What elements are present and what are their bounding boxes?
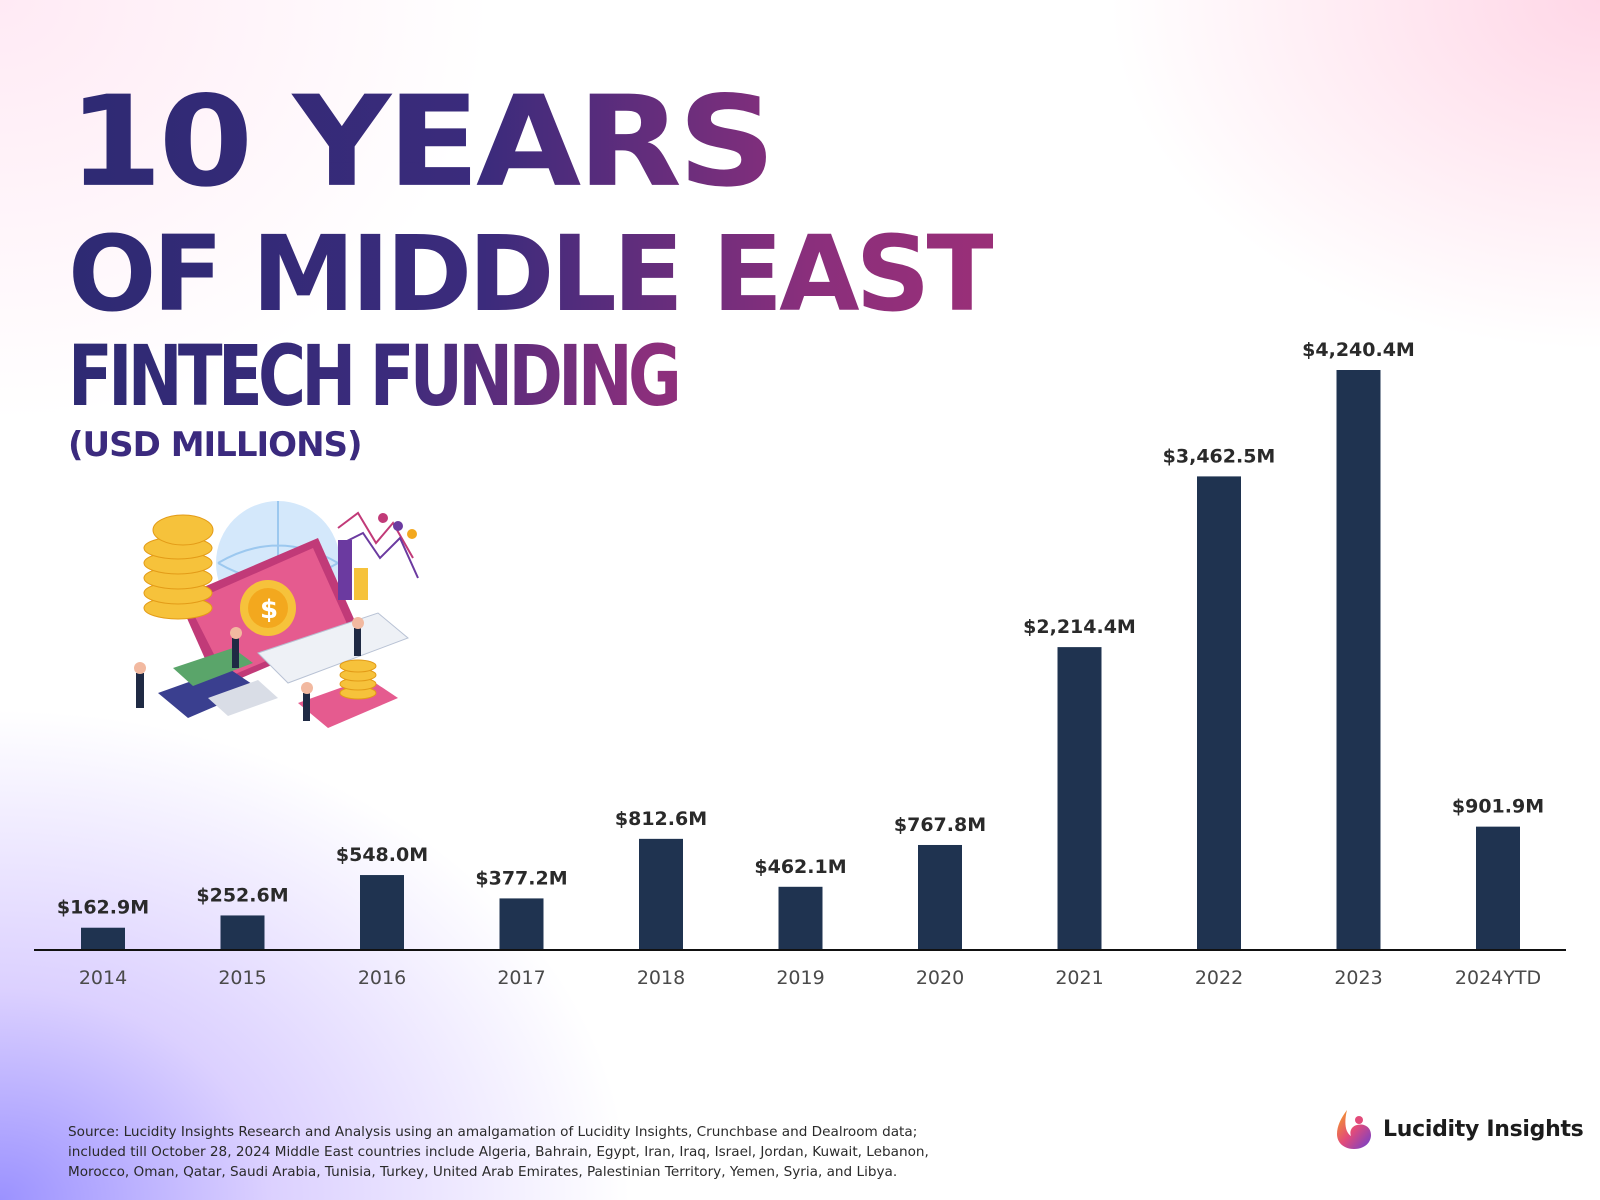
bar-2023 — [1336, 370, 1381, 950]
title-units: (USD MILLIONS) — [68, 425, 363, 465]
lucidity-logo-icon — [1337, 1110, 1371, 1149]
value-label-2020: $767.8M — [894, 814, 986, 836]
bar-2017 — [499, 898, 544, 950]
fintech-illustration-icon: $ — [134, 501, 419, 728]
title-line-3: FINTECH FUNDING — [68, 334, 790, 418]
brand: Lucidity Insights — [1335, 1108, 1584, 1150]
x-tick-label-2020: 2020 — [916, 967, 964, 989]
value-label-2014: $162.9M — [57, 897, 149, 919]
x-tick-label-2015: 2015 — [218, 967, 266, 989]
x-tick-label-2024YTD: 2024YTD — [1455, 967, 1541, 989]
x-tick-label-2019: 2019 — [776, 967, 824, 989]
x-tick-label-2021: 2021 — [1055, 967, 1103, 989]
value-label-2023: $4,240.4M — [1302, 339, 1415, 361]
bar-2016 — [360, 875, 404, 950]
value-label-2015: $252.6M — [196, 884, 288, 906]
value-label-2016: $548.0M — [336, 844, 428, 866]
bar-2015 — [220, 915, 265, 950]
bar-2014 — [81, 927, 125, 950]
x-tick-label-2014: 2014 — [79, 967, 127, 989]
x-tick-label-2017: 2017 — [497, 967, 545, 989]
x-tick-label-2018: 2018 — [637, 967, 685, 989]
x-tick-label-2022: 2022 — [1195, 967, 1243, 989]
value-label-2022: $3,462.5M — [1163, 445, 1276, 467]
title-line-1: 10 YEARS — [68, 80, 993, 205]
bar-2024YTD — [1476, 826, 1520, 950]
value-label-2019: $462.1M — [754, 856, 846, 878]
value-label-2021: $2,214.4M — [1023, 616, 1136, 638]
title-line-2: OF MIDDLE EAST — [68, 213, 997, 335]
bar-2022 — [1197, 476, 1241, 950]
x-tick-label-2016: 2016 — [358, 967, 406, 989]
bar-chart: $162.9M 2014 $252.6M 2015 $548.0M 2016 $377.2M… — [34, 339, 1566, 989]
value-label-2024YTD: $901.9M — [1452, 796, 1544, 818]
brand-name: Lucidity Insights — [1383, 1116, 1584, 1142]
bar-2018 — [639, 838, 683, 950]
source-footnote: Source: Lucidity Insights Research and A… — [68, 1124, 929, 1180]
title-block: 10 YEARS OF MIDDLE EAST FINTECH FUNDING … — [68, 80, 997, 465]
bar-2021 — [1057, 647, 1102, 950]
value-label-2017: $377.2M — [475, 867, 567, 889]
value-label-2018: $812.6M — [615, 808, 707, 830]
svg-text:$: $ — [260, 595, 278, 625]
bar-2019 — [778, 886, 823, 950]
bar-2020 — [918, 844, 962, 950]
x-tick-label-2023: 2023 — [1334, 967, 1382, 989]
